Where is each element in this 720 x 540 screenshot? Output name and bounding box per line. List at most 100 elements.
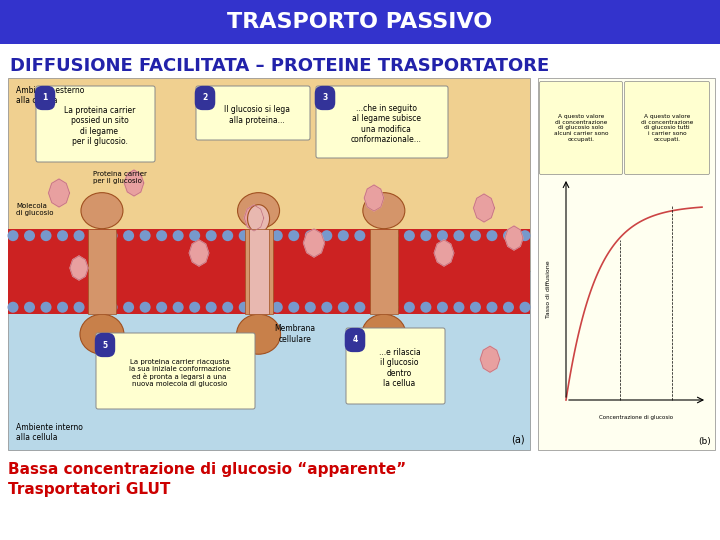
Circle shape — [90, 230, 101, 241]
Text: (b): (b) — [698, 437, 711, 446]
Text: DIFFUSIONE FACILITATA – PROTEINE TRASPORTATORE: DIFFUSIONE FACILITATA – PROTEINE TRASPOR… — [10, 57, 549, 75]
Circle shape — [57, 302, 68, 313]
Bar — [8, 272, 530, 450]
Circle shape — [470, 230, 481, 241]
Ellipse shape — [238, 193, 279, 228]
Bar — [88, 228, 116, 314]
Text: Membrana
cellulare: Membrana cellulare — [274, 324, 315, 343]
Circle shape — [173, 230, 184, 241]
Circle shape — [40, 230, 52, 241]
Ellipse shape — [81, 193, 123, 228]
Text: A questo valore
di concentrazione
di glucosio tutti
i carrier sono
occupati.: A questo valore di concentrazione di glu… — [641, 114, 693, 142]
Circle shape — [271, 302, 283, 313]
Text: 1: 1 — [42, 93, 48, 103]
Ellipse shape — [363, 193, 405, 228]
Polygon shape — [304, 229, 325, 257]
Circle shape — [73, 302, 84, 313]
Circle shape — [288, 302, 300, 313]
FancyBboxPatch shape — [36, 86, 155, 162]
Circle shape — [338, 302, 348, 313]
Text: ...che in seguito
al legame subisce
una modifica
conformazionale...: ...che in seguito al legame subisce una … — [351, 104, 421, 144]
Circle shape — [321, 230, 333, 241]
Ellipse shape — [237, 314, 281, 354]
Circle shape — [57, 230, 68, 241]
Circle shape — [487, 230, 498, 241]
Circle shape — [239, 230, 250, 241]
Bar — [538, 78, 715, 450]
Text: Bassa concentrazione di glucosio “apparente”: Bassa concentrazione di glucosio “appare… — [8, 462, 406, 477]
Text: A questo valore
di concentrazione
di glucosio solo
alcuni carrier sono
occupati.: A questo valore di concentrazione di glu… — [554, 114, 608, 142]
Circle shape — [288, 230, 300, 241]
Circle shape — [520, 302, 531, 313]
Text: Tasso di diffusione: Tasso di diffusione — [546, 260, 551, 318]
Circle shape — [354, 302, 365, 313]
Circle shape — [107, 302, 117, 313]
Text: (a): (a) — [511, 435, 525, 445]
Circle shape — [24, 230, 35, 241]
FancyBboxPatch shape — [316, 86, 448, 158]
Circle shape — [404, 302, 415, 313]
Circle shape — [189, 302, 200, 313]
Polygon shape — [70, 256, 88, 280]
Polygon shape — [125, 170, 144, 196]
Circle shape — [387, 302, 398, 313]
Circle shape — [24, 302, 35, 313]
Circle shape — [371, 302, 382, 313]
Polygon shape — [364, 185, 384, 211]
Circle shape — [123, 302, 134, 313]
Circle shape — [437, 230, 448, 241]
Polygon shape — [420, 360, 441, 388]
Circle shape — [338, 230, 348, 241]
Circle shape — [454, 230, 464, 241]
Text: Molecola
di glucosio: Molecola di glucosio — [16, 203, 53, 216]
Bar — [8, 78, 530, 272]
Circle shape — [206, 230, 217, 241]
Polygon shape — [505, 226, 523, 250]
Circle shape — [7, 230, 19, 241]
Polygon shape — [480, 346, 500, 372]
Circle shape — [140, 302, 150, 313]
Circle shape — [90, 302, 101, 313]
Circle shape — [420, 302, 431, 313]
Circle shape — [189, 230, 200, 241]
Circle shape — [222, 302, 233, 313]
Text: Concentrazione di glucosio: Concentrazione di glucosio — [600, 415, 674, 420]
Circle shape — [206, 302, 217, 313]
Text: TRASPORTO PASSIVO: TRASPORTO PASSIVO — [228, 12, 492, 32]
Text: 3: 3 — [323, 93, 328, 103]
Circle shape — [173, 302, 184, 313]
Text: Trasportatori GLUT: Trasportatori GLUT — [8, 482, 171, 497]
Ellipse shape — [248, 205, 269, 233]
Bar — [370, 228, 398, 314]
Circle shape — [305, 302, 316, 313]
FancyBboxPatch shape — [96, 333, 255, 409]
Circle shape — [437, 302, 448, 313]
Circle shape — [123, 230, 134, 241]
Circle shape — [371, 230, 382, 241]
Text: 5: 5 — [102, 341, 107, 349]
Text: Ambiente esterno
alla cellula: Ambiente esterno alla cellula — [16, 86, 84, 105]
Text: 4: 4 — [352, 335, 358, 345]
Circle shape — [239, 302, 250, 313]
Circle shape — [271, 230, 283, 241]
Circle shape — [107, 230, 117, 241]
Circle shape — [222, 230, 233, 241]
Circle shape — [503, 230, 514, 241]
Bar — [248, 228, 269, 314]
Bar — [245, 228, 273, 314]
Circle shape — [40, 302, 52, 313]
Polygon shape — [48, 179, 70, 207]
Circle shape — [420, 230, 431, 241]
Circle shape — [503, 302, 514, 313]
Circle shape — [256, 230, 266, 241]
Ellipse shape — [362, 314, 406, 354]
Polygon shape — [189, 240, 209, 266]
Polygon shape — [474, 194, 495, 222]
Circle shape — [156, 230, 167, 241]
Text: La proteina carrier riacqusta
la sua iniziale conformazione
ed è pronta a legars: La proteina carrier riacqusta la sua ini… — [129, 359, 230, 387]
Text: La proteina carrier
possied un sito
di legame
per il glucosio.: La proteina carrier possied un sito di l… — [64, 106, 135, 146]
Text: Ambiente interno
alla cellula: Ambiente interno alla cellula — [16, 423, 83, 442]
Text: ...e rilascia
il glucosio
dentro
la cellua: ...e rilascia il glucosio dentro la cell… — [379, 348, 420, 388]
Circle shape — [140, 230, 150, 241]
Circle shape — [387, 230, 398, 241]
